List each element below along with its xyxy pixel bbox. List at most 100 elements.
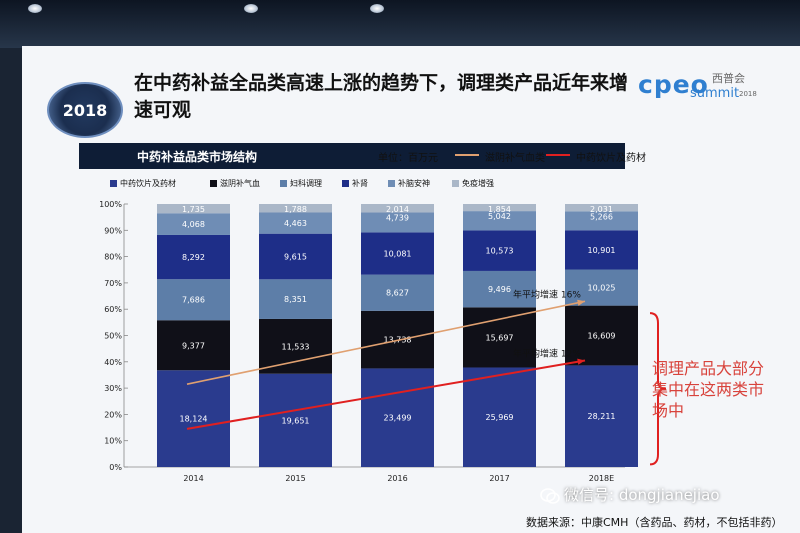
unit-label: 单位：百万元	[378, 153, 438, 164]
ceiling-light	[28, 4, 42, 13]
bar-segment	[463, 211, 536, 231]
bar-segment	[361, 368, 434, 467]
bar-segment	[565, 269, 638, 306]
watermark-text: 微信号: dongjianejiao	[564, 486, 720, 504]
growth-arrow-line	[186, 359, 586, 430]
bar-value-label: 18,124	[180, 415, 208, 424]
chart-title: 中药补益品类市场结构	[137, 150, 258, 164]
bar-segment	[157, 320, 230, 371]
legend-swatch	[388, 180, 395, 187]
ceiling-light	[244, 4, 258, 13]
bar-segment	[463, 204, 536, 212]
bar-segment	[565, 211, 638, 231]
legend-swatch	[452, 180, 459, 187]
bar-value-label: 23,499	[384, 414, 412, 423]
y-tick-label: 30%	[104, 384, 122, 393]
x-tick-label: 2014	[183, 474, 203, 483]
bar-segment	[259, 318, 332, 374]
line-key-label-1: 滋阴补气血类	[485, 153, 545, 164]
bar-segment	[463, 367, 536, 467]
bar-segment	[157, 204, 230, 214]
y-tick-label: 10%	[104, 437, 122, 446]
legend-label: 妇科调理	[290, 179, 322, 188]
line-key-label-2: 中药饮片及药材	[576, 153, 646, 164]
bar-segment	[463, 270, 536, 308]
y-tick-label: 40%	[104, 358, 122, 367]
y-tick-label: 90%	[104, 226, 122, 235]
bar-segment	[259, 212, 332, 234]
logo-wordmark: cpeo	[638, 70, 709, 99]
legend-item: 补肾	[342, 178, 368, 189]
legend-item: 中药饮片及药材	[110, 178, 176, 189]
bar-value-label: 2,014	[386, 205, 409, 214]
y-tick-label: 100%	[99, 200, 122, 209]
growth-arrow-head	[577, 358, 585, 365]
bar-value-label: 4,739	[386, 213, 409, 222]
bar-value-label: 8,627	[386, 289, 409, 298]
bar-value-label: 10,901	[588, 246, 616, 255]
bar-segment	[565, 305, 638, 366]
legend-swatch	[110, 180, 117, 187]
bar-segment	[157, 234, 230, 280]
bar-value-label: 9,496	[488, 285, 511, 294]
legend-swatch	[210, 180, 217, 187]
bar-value-label: 1,735	[182, 205, 205, 214]
legend-label: 补脑安神	[398, 179, 430, 188]
data-source: 数据来源：中康CMH（含药品、药材，不包括非药）	[526, 516, 783, 529]
bar-value-label: 16,609	[588, 332, 616, 341]
bar-segment	[259, 279, 332, 319]
bar-segment	[565, 204, 638, 212]
bar-segment	[259, 204, 332, 213]
bar-segment	[259, 233, 332, 280]
growth-rate-label: 年平均增速 16%	[513, 288, 581, 300]
slide-title: 在中药补益全品类高速上涨的趋势下，调理类产品近年来增速可观	[134, 72, 629, 121]
bar-value-label: 4,068	[182, 220, 205, 229]
bar-value-label: 11,533	[282, 342, 310, 351]
y-tick-label: 70%	[104, 279, 122, 288]
legend-item: 滋阴补气血	[210, 178, 260, 189]
bar-segment	[565, 365, 638, 467]
brand-logo: cpeo 西普会 summit 2018	[638, 70, 758, 102]
y-tick-label: 0%	[109, 463, 122, 472]
bar-segment	[157, 213, 230, 235]
bar-value-label: 15,697	[486, 333, 514, 342]
growth-arrow-line	[186, 300, 586, 385]
logo-chinese: 西普会	[712, 72, 745, 85]
bar-value-label: 10,081	[384, 249, 412, 258]
bar-segment	[157, 370, 230, 467]
y-tick-label: 20%	[104, 410, 122, 419]
bar-segment	[463, 307, 536, 368]
y-tick-label: 80%	[104, 253, 122, 262]
y-tick-label: 60%	[104, 305, 122, 314]
bar-value-label: 7,686	[182, 296, 205, 305]
bar-value-label: 1,788	[284, 205, 307, 214]
note-callout: 调理产品大部分集中在这两类市场中	[652, 359, 765, 420]
year-badge: 2018	[47, 82, 123, 138]
bar-segment	[361, 204, 434, 213]
logo-summit: summit	[690, 86, 740, 101]
bar-value-label: 10,573	[486, 247, 514, 256]
line-key-swatch-2	[546, 154, 570, 156]
x-tick-label: 2015	[285, 474, 305, 483]
logo-year: 2018	[739, 90, 757, 98]
bar-value-label: 10,025	[588, 284, 616, 293]
bar-value-label: 5,042	[488, 212, 511, 221]
bar-value-label: 25,969	[486, 413, 514, 422]
bar-value-label: 9,377	[182, 341, 205, 350]
bar-value-label: 9,615	[284, 252, 307, 261]
legend-item: 免疫增强	[452, 178, 494, 189]
bar-value-label: 4,463	[284, 219, 307, 228]
bar-segment	[565, 230, 638, 270]
ceiling-light	[370, 4, 384, 13]
bar-segment	[463, 230, 536, 271]
chart-header-bar	[79, 143, 625, 169]
line-key-swatch-1	[455, 154, 479, 156]
bar-value-label: 8,351	[284, 295, 307, 304]
legend-label: 滋阴补气血	[220, 179, 260, 188]
bar-value-label: 1,854	[488, 205, 511, 214]
bar-segment	[361, 274, 434, 311]
bar-value-label: 28,211	[588, 412, 616, 421]
bar-value-label: 5,266	[590, 212, 613, 221]
y-tick-label: 50%	[104, 332, 122, 341]
